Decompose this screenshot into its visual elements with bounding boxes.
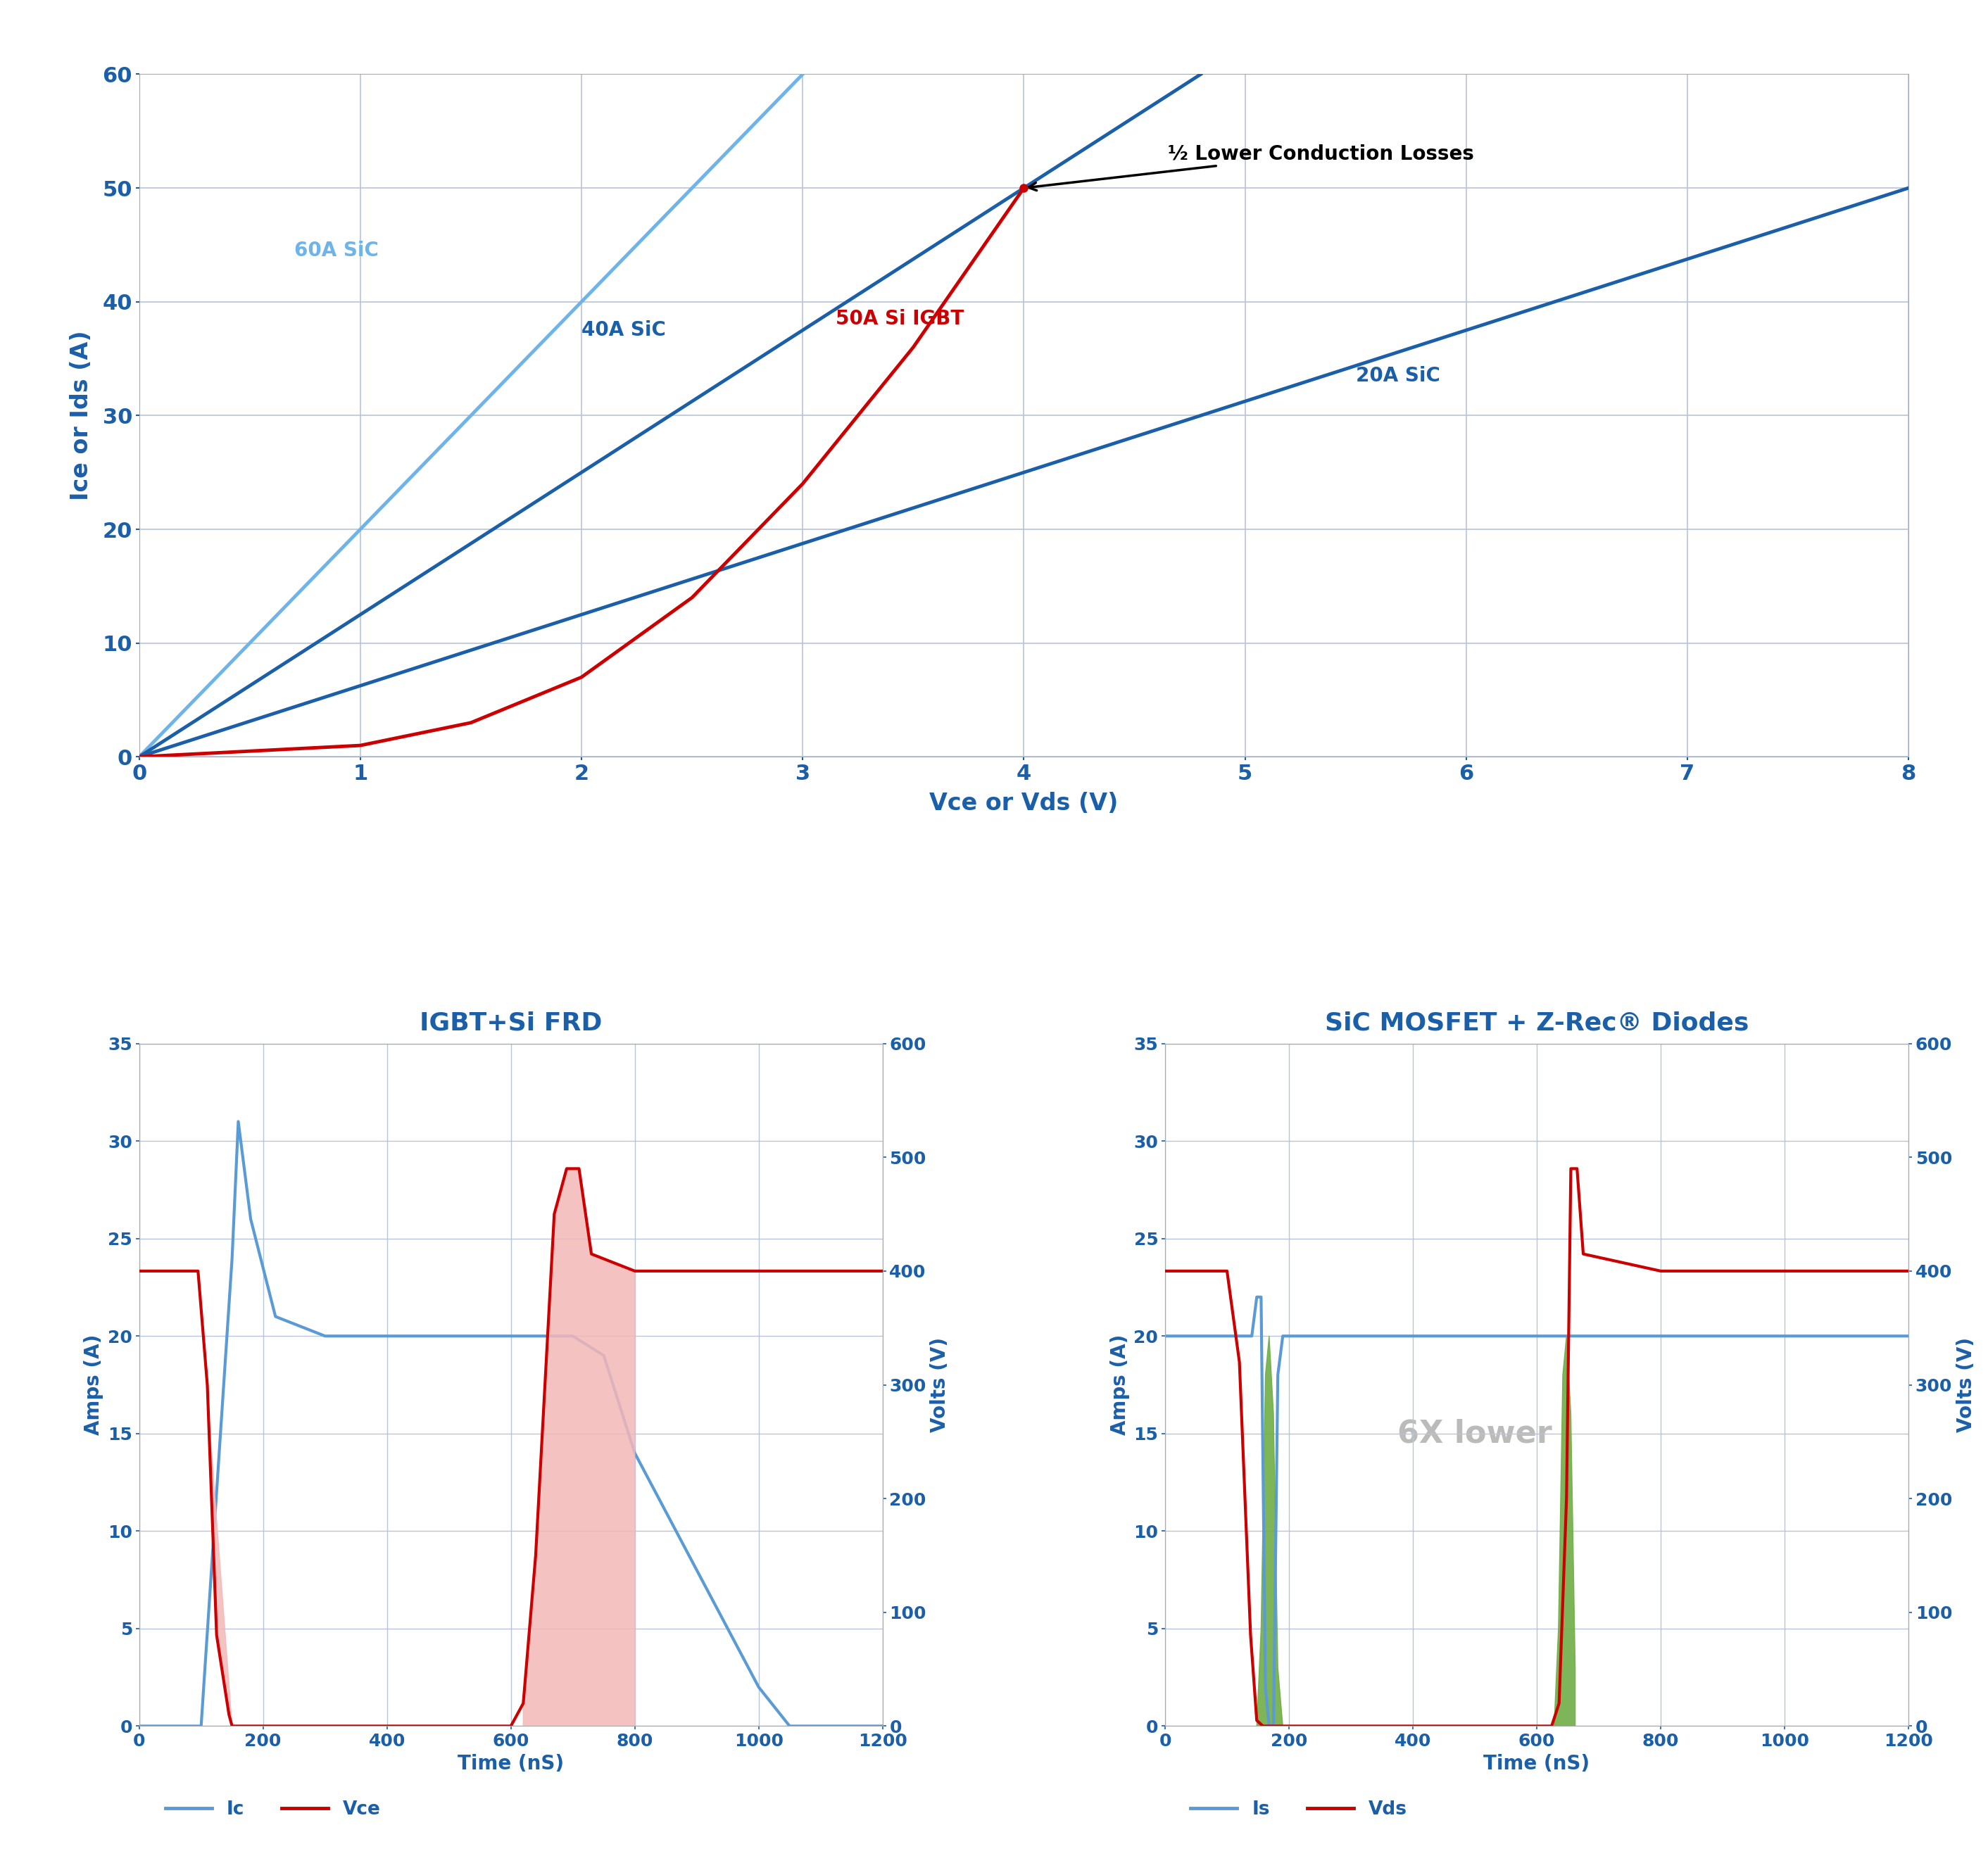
- Polygon shape: [1555, 1336, 1574, 1726]
- Legend: Ic, Vce: Ic, Vce: [157, 1793, 388, 1826]
- Text: 60A SiC: 60A SiC: [294, 241, 378, 260]
- Y-axis label: Amps (A): Amps (A): [1109, 1334, 1129, 1435]
- X-axis label: Vce or Vds (V): Vce or Vds (V): [928, 793, 1119, 815]
- Text: 20A SiC: 20A SiC: [1356, 366, 1439, 386]
- Polygon shape: [199, 1271, 233, 1726]
- X-axis label: Time (nS): Time (nS): [1483, 1754, 1590, 1774]
- Y-axis label: Volts (V): Volts (V): [930, 1336, 950, 1433]
- Text: ½ Lower Conduction Losses: ½ Lower Conduction Losses: [1028, 145, 1473, 191]
- Title: IGBT+Si FRD: IGBT+Si FRD: [419, 1012, 602, 1036]
- Text: 6X lower: 6X lower: [1398, 1418, 1553, 1450]
- Y-axis label: Amps (A): Amps (A): [83, 1334, 103, 1435]
- Polygon shape: [523, 1169, 634, 1726]
- X-axis label: Time (nS): Time (nS): [457, 1754, 565, 1774]
- Title: SiC MOSFET + Z-Rec® Diodes: SiC MOSFET + Z-Rec® Diodes: [1324, 1012, 1749, 1036]
- Text: 50A Si IGBT: 50A Si IGBT: [835, 310, 964, 329]
- Y-axis label: Ice or Ids (A): Ice or Ids (A): [70, 330, 93, 501]
- Polygon shape: [1256, 1336, 1282, 1726]
- Y-axis label: Volts (V): Volts (V): [1956, 1336, 1976, 1433]
- Text: 40A SiC: 40A SiC: [580, 321, 666, 340]
- Legend: Is, Vds: Is, Vds: [1183, 1793, 1415, 1826]
